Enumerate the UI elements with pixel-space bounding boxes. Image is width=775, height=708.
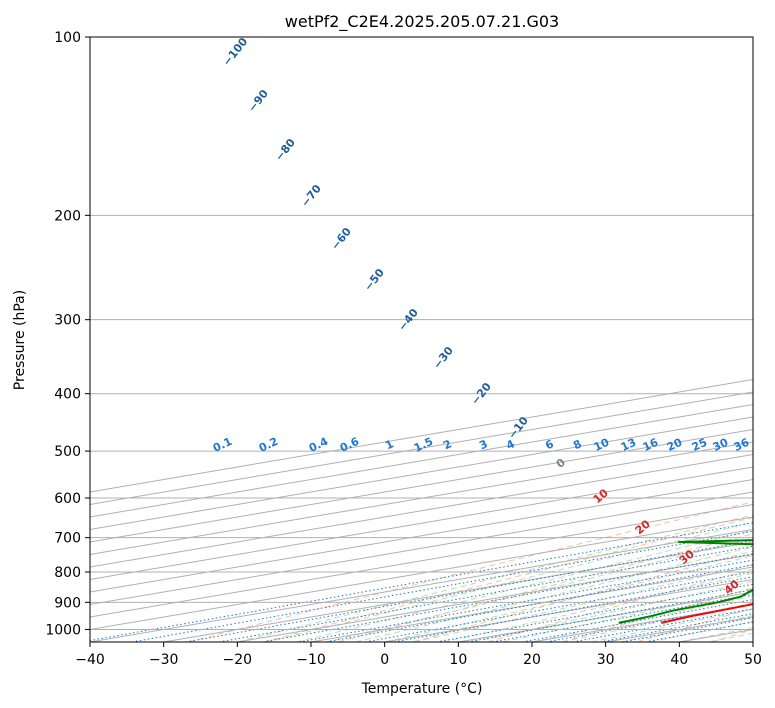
mixing-ratio-line [599,613,753,642]
x-tick-label: −30 [149,652,179,668]
mixing-ratio-label: 20 [665,436,685,454]
mixing-ratio-line [622,617,753,642]
mixing-ratio-label: 30 [711,436,731,454]
mixing-ratio-line [326,564,753,642]
x-tick-label: −10 [296,652,326,668]
plot-frame [89,36,754,643]
mixing-ratio-line [218,545,753,642]
y-axis: 100 200 300 400 500 600 700 800 900 1000 [45,30,90,638]
y-tick-label: 1000 [45,622,81,638]
mixing-ratio-label: 13 [619,436,638,454]
isotherm [90,516,753,631]
x-tick-label: 20 [523,652,541,668]
x-tick-label: −40 [75,652,105,668]
x-tick-label: −20 [223,652,253,668]
mixing-ratio-line [131,530,753,642]
y-tick-label: 300 [54,313,81,329]
isotherm [90,478,753,593]
y-tick-label: 200 [54,208,81,224]
mixing-ratio-label: 25 [690,436,709,454]
x-axis: −40 −30 −20 −10 0 10 20 30 40 50 [75,642,762,668]
y-tick-label: 600 [54,491,81,507]
isotherm [90,466,753,581]
x-axis-label: Temperature (°C) [361,681,483,697]
y-tick-label: 900 [54,595,81,611]
x-tick-label: 10 [449,652,467,668]
chart-title: wetPf2_C2E4.2025.205.07.21.G03 [285,12,559,32]
x-tick-label: 40 [670,652,688,668]
mixing-ratio-line [299,559,753,642]
moist-adiabat [355,546,753,642]
moist-adiabat [472,580,753,642]
background-lines [90,378,753,642]
y-tick-label: 700 [54,531,81,547]
moist-adiabat [413,564,753,642]
isotherm [90,428,753,543]
y-tick-label: 800 [54,565,81,581]
x-tick-label: 30 [597,652,615,668]
moist-adiabat [266,521,753,642]
isotherm [90,441,753,556]
dry-adiabat [412,550,753,642]
isotherm [90,503,753,618]
moist-adiabat [531,595,753,642]
x-tick-label: 50 [744,652,762,668]
x-tick-label: 0 [380,652,389,668]
mixing-ratio-line [262,553,753,642]
y-tick-label: 400 [54,387,81,403]
dry-adiabat [188,501,753,642]
mixing-ratio-line [572,608,753,642]
y-axis-label: Pressure (hPa) [12,290,28,390]
dry-adiabat [562,587,753,642]
moist-adiabat [296,529,753,642]
y-tick-label: 500 [54,444,81,460]
mixing-ratio-label: 10 [592,436,612,454]
isotherm [90,453,753,568]
y-tick-label: 100 [54,30,81,46]
mixing-ratio-label: 36 [732,436,752,454]
isotherm [90,491,753,606]
mixing-ratio-label: 16 [641,436,661,454]
mixing-ratio-line [185,539,753,642]
